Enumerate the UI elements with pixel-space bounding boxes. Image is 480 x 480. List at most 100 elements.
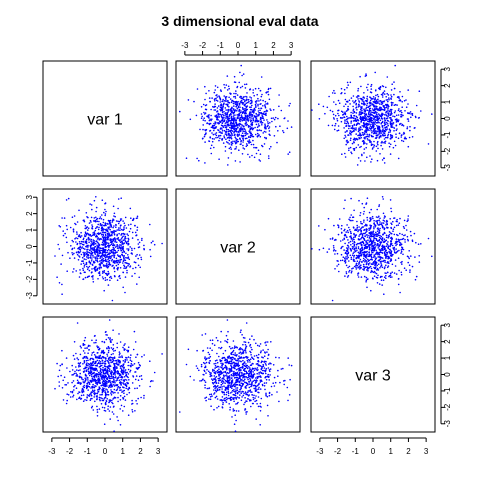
- data-point: [250, 108, 253, 111]
- data-point: [122, 232, 125, 235]
- data-point: [353, 149, 356, 151]
- data-point: [67, 197, 70, 200]
- data-point: [351, 124, 354, 127]
- data-point: [248, 156, 251, 158]
- data-point: [363, 252, 366, 254]
- data-point: [235, 119, 237, 121]
- data-point: [122, 364, 125, 367]
- data-point: [356, 228, 358, 230]
- data-point: [228, 136, 230, 138]
- data-point: [223, 135, 225, 137]
- data-point: [123, 257, 125, 259]
- data-point: [348, 226, 350, 229]
- data-point: [372, 98, 374, 100]
- data-point: [84, 399, 86, 401]
- data-point: [134, 410, 136, 412]
- data-point: [347, 122, 350, 125]
- data-point: [387, 94, 390, 96]
- data-point: [383, 90, 386, 92]
- data-point: [103, 244, 105, 246]
- data-point: [388, 98, 390, 101]
- data-point: [378, 229, 381, 232]
- data-point: [344, 252, 347, 255]
- data-point: [80, 376, 83, 379]
- data-point: [90, 246, 92, 249]
- data-point: [376, 126, 379, 128]
- data-point: [127, 346, 130, 349]
- data-point: [431, 255, 433, 258]
- data-point: [381, 140, 383, 143]
- data-point: [119, 386, 121, 389]
- data-point: [224, 150, 227, 152]
- data-point: [331, 299, 334, 302]
- data-point: [109, 379, 111, 382]
- data-point: [400, 111, 403, 114]
- data-point: [389, 218, 392, 220]
- data-point: [131, 275, 133, 277]
- data-point: [229, 134, 232, 137]
- data-point: [381, 237, 384, 239]
- data-point: [379, 106, 381, 108]
- data-point: [368, 136, 370, 138]
- data-point: [116, 233, 118, 236]
- data-point: [370, 258, 373, 261]
- data-point: [229, 126, 231, 129]
- data-point: [79, 375, 81, 378]
- data-point: [360, 127, 362, 129]
- data-point: [353, 130, 355, 132]
- data-point: [80, 397, 83, 400]
- data-point: [230, 119, 233, 122]
- data-point: [112, 243, 114, 245]
- data-point: [337, 112, 339, 115]
- data-point: [344, 152, 346, 155]
- data-point: [106, 251, 108, 254]
- data-point: [393, 248, 395, 251]
- data-point: [364, 232, 366, 235]
- data-point: [350, 232, 352, 235]
- data-point: [366, 97, 368, 100]
- data-point: [138, 375, 141, 378]
- data-point: [385, 117, 388, 120]
- data-point: [247, 115, 249, 118]
- data-point: [129, 359, 132, 362]
- data-point: [224, 107, 227, 109]
- data-point: [141, 239, 143, 241]
- data-point: [110, 275, 112, 278]
- data-point: [349, 247, 352, 250]
- data-point: [122, 235, 124, 238]
- data-point: [135, 400, 137, 402]
- data-point: [368, 234, 370, 237]
- data-point: [105, 338, 108, 341]
- data-point: [116, 261, 119, 264]
- data-point: [361, 109, 363, 112]
- data-point: [384, 128, 387, 131]
- data-point: [87, 275, 89, 278]
- data-point: [256, 120, 258, 123]
- data-point: [108, 319, 111, 321]
- data-point: [358, 263, 360, 265]
- data-point: [93, 396, 95, 398]
- data-point: [388, 142, 390, 144]
- data-point: [86, 362, 88, 364]
- data-point: [82, 269, 85, 272]
- data-point: [245, 105, 247, 108]
- data-point: [374, 255, 376, 258]
- data-point: [107, 405, 109, 408]
- data-point: [246, 137, 248, 140]
- data-point: [108, 362, 110, 365]
- data-point: [204, 141, 206, 143]
- data-point: [209, 147, 212, 150]
- data-point: [136, 403, 138, 405]
- data-point: [400, 115, 403, 118]
- data-point: [114, 262, 116, 264]
- data-point: [417, 243, 420, 245]
- data-point: [105, 263, 108, 265]
- data-point: [266, 103, 269, 105]
- data-point: [110, 249, 113, 251]
- data-point: [347, 256, 350, 259]
- data-point: [89, 261, 92, 264]
- data-point: [371, 104, 373, 106]
- data-point: [260, 112, 262, 115]
- data-point: [122, 373, 124, 376]
- data-point: [392, 146, 395, 149]
